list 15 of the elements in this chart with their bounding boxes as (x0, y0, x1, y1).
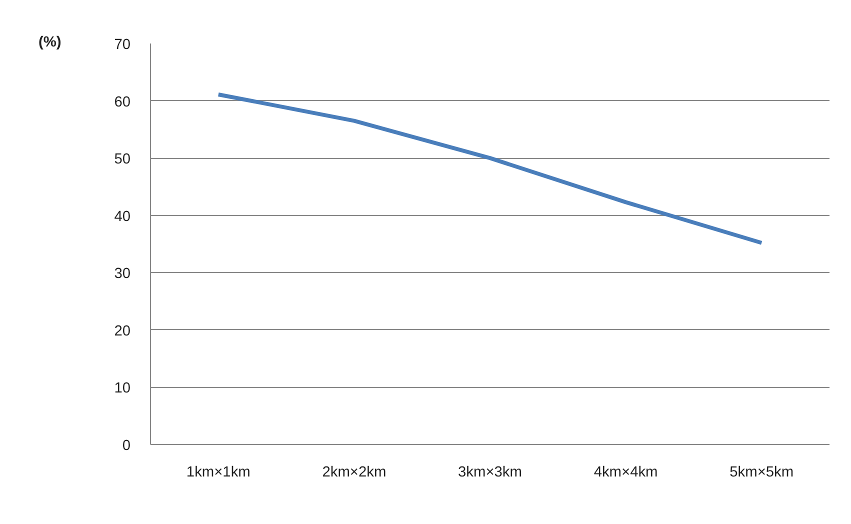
x-tick-label: 3km×3km (458, 464, 522, 480)
x-tick-label: 4km×4km (594, 464, 658, 480)
x-tick-label: 2km×2km (322, 464, 386, 480)
y-tick-label: 0 (122, 438, 131, 454)
x-tick-label: 1km×1km (186, 464, 250, 480)
y-tick-label: 30 (114, 266, 131, 282)
y-tick-label: 70 (114, 37, 131, 53)
y-axis-title: (%) (38, 34, 62, 50)
y-tick-label: 60 (114, 94, 131, 110)
x-tick-label: 5km×5km (730, 464, 794, 480)
y-tick-label: 10 (114, 380, 131, 397)
y-tick-label: 20 (114, 323, 131, 340)
line-series (216, 92, 764, 245)
y-tick-label: 50 (114, 152, 131, 168)
y-tick-label: 40 (114, 208, 131, 225)
